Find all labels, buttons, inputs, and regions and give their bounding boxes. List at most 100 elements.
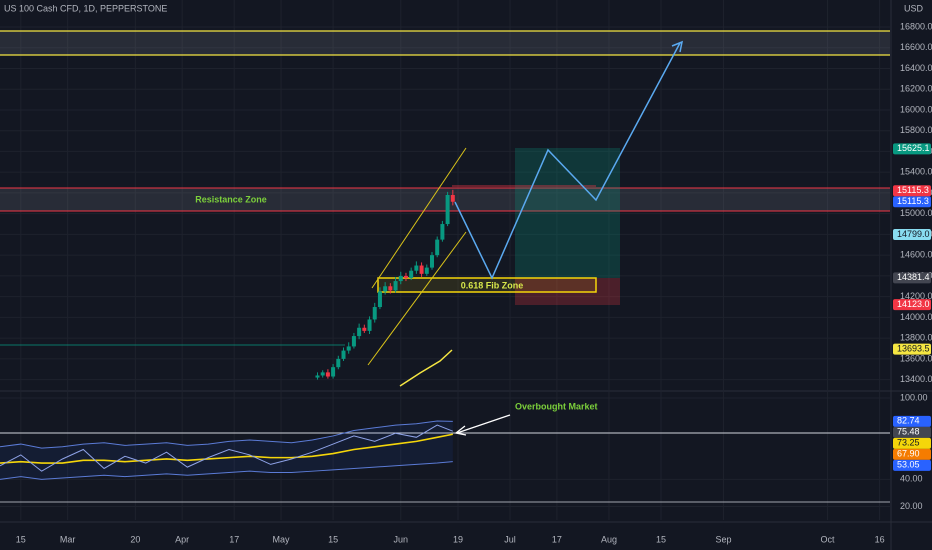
price-tag (893, 459, 931, 471)
rsi-line (0, 433, 453, 464)
price-tag (893, 196, 931, 208)
candle-body (357, 327, 362, 337)
x-tick-label: May (273, 534, 291, 544)
price-tag-label: 53.05 (897, 460, 920, 470)
rsi (0, 420, 453, 480)
price-tag (893, 185, 931, 197)
price-tag (893, 415, 931, 427)
candle-body (367, 319, 372, 331)
y-tick-label: 20.00 (900, 501, 923, 511)
candle-body (372, 307, 377, 320)
y-tick-label: 13600.0 (900, 353, 932, 363)
candle-body (393, 281, 398, 291)
candle-body (403, 275, 408, 278)
candle-body (429, 255, 434, 268)
grid (0, 0, 890, 520)
candle-body (440, 224, 445, 240)
candle-body (398, 275, 403, 282)
price-tag-label: 73.25 (897, 438, 920, 448)
candle-body (383, 286, 388, 292)
candles (315, 189, 455, 380)
price-tag (893, 448, 931, 460)
x-tick-label: Aug (601, 534, 617, 544)
y-tick-label: 13800.0 (900, 333, 932, 343)
y-tick-label: 14600.0 (900, 250, 932, 260)
candle-body (331, 367, 336, 377)
candle-body (351, 336, 356, 347)
annotation: 0.618 Fib Zone (461, 280, 524, 290)
candle-body (362, 327, 367, 331)
y-tick-label: 16000.0 (900, 104, 932, 114)
fib-zone (377, 277, 597, 293)
long-target (515, 148, 620, 278)
price-tag-label: 67.90 (897, 449, 920, 459)
price-tag (893, 426, 931, 438)
y-tick-label: 16600.0 (900, 42, 932, 52)
candle-body (325, 372, 330, 377)
candle-body (424, 267, 429, 274)
price-tag-label: 15115.3 (897, 196, 929, 206)
rsi-line (0, 461, 453, 480)
annotation: Resistance Zone (195, 194, 267, 204)
x-tick-label: 17 (229, 534, 239, 544)
rsi-line (0, 424, 453, 472)
y-tick-label: 16800.0 (900, 21, 932, 31)
x-tick-label: Oct (821, 534, 836, 544)
y-tick-label: 15800.0 (900, 125, 932, 135)
supply-zone (0, 31, 890, 55)
candle-body (320, 372, 325, 376)
annotation-arrow (454, 425, 467, 436)
candle-body (435, 239, 440, 256)
x-tick-label: Jul (504, 534, 516, 544)
price-tag (893, 143, 931, 155)
y-tick-label: 40.00 (900, 474, 923, 484)
price-tag-label: 82.74 (897, 416, 920, 426)
currency: USD (904, 3, 924, 13)
channel-line (371, 147, 467, 289)
projection-path (454, 42, 681, 280)
x-tick-label: 16 (875, 534, 885, 544)
x-tick-label: 17 (552, 534, 562, 544)
candle-body (409, 270, 414, 278)
y-tick-label: 13400.0 (900, 374, 932, 384)
price-tag-label: 15625.1 (897, 143, 930, 153)
candle-body (445, 195, 450, 225)
x-tick-label: 20 (130, 534, 140, 544)
symbol-title: US 100 Cash CFD, 1D, PEPPERSTONE (4, 3, 167, 13)
y-tick-label: 14000.0 (900, 312, 932, 322)
resistance-zone (0, 188, 890, 211)
x-tick-label: 15 (16, 534, 26, 544)
price-tag-label: 14123.0 (897, 299, 930, 309)
y-tick-label: 15400.0 (900, 167, 932, 177)
x-tick-label: 19 (453, 534, 463, 544)
x-tick-label: Jun (394, 534, 409, 544)
annotation: Overbought Market (515, 401, 598, 411)
candle-body (419, 265, 424, 274)
x-tick-label: Apr (175, 534, 189, 544)
price-tag (893, 437, 931, 449)
candle-body (388, 286, 393, 291)
price-tag (893, 229, 931, 241)
price-tag (893, 343, 931, 355)
price-tag (893, 299, 931, 311)
y-tick-label: 100.00 (900, 392, 928, 402)
price-tag (893, 272, 931, 284)
x-tick-label: 15 (328, 534, 338, 544)
candle-body (341, 350, 346, 359)
candle-body (414, 265, 419, 271)
annotation-arrow (456, 414, 511, 434)
channel-line (367, 231, 467, 366)
y-tick-label: 14200.0 (900, 291, 932, 301)
y-tick-label: 15000.0 (900, 208, 932, 218)
candle-body (315, 375, 320, 378)
moving-average (399, 349, 453, 387)
price-tag-label: 15115.3 (897, 185, 929, 195)
y-tick-label: 16200.0 (900, 84, 932, 94)
price-tag-label: 13693.5 (897, 344, 930, 354)
price-tag-label: 75.48 (897, 427, 920, 437)
price-tag-label: 14381.4 (897, 272, 930, 282)
x-tick-label: Sep (715, 534, 731, 544)
rsi-line (0, 420, 453, 449)
axes: 15 Mar 20 Apr 17 May 15 Jun 19 Jul 17 Aug 15 Sep Oct 16… (16, 21, 932, 544)
